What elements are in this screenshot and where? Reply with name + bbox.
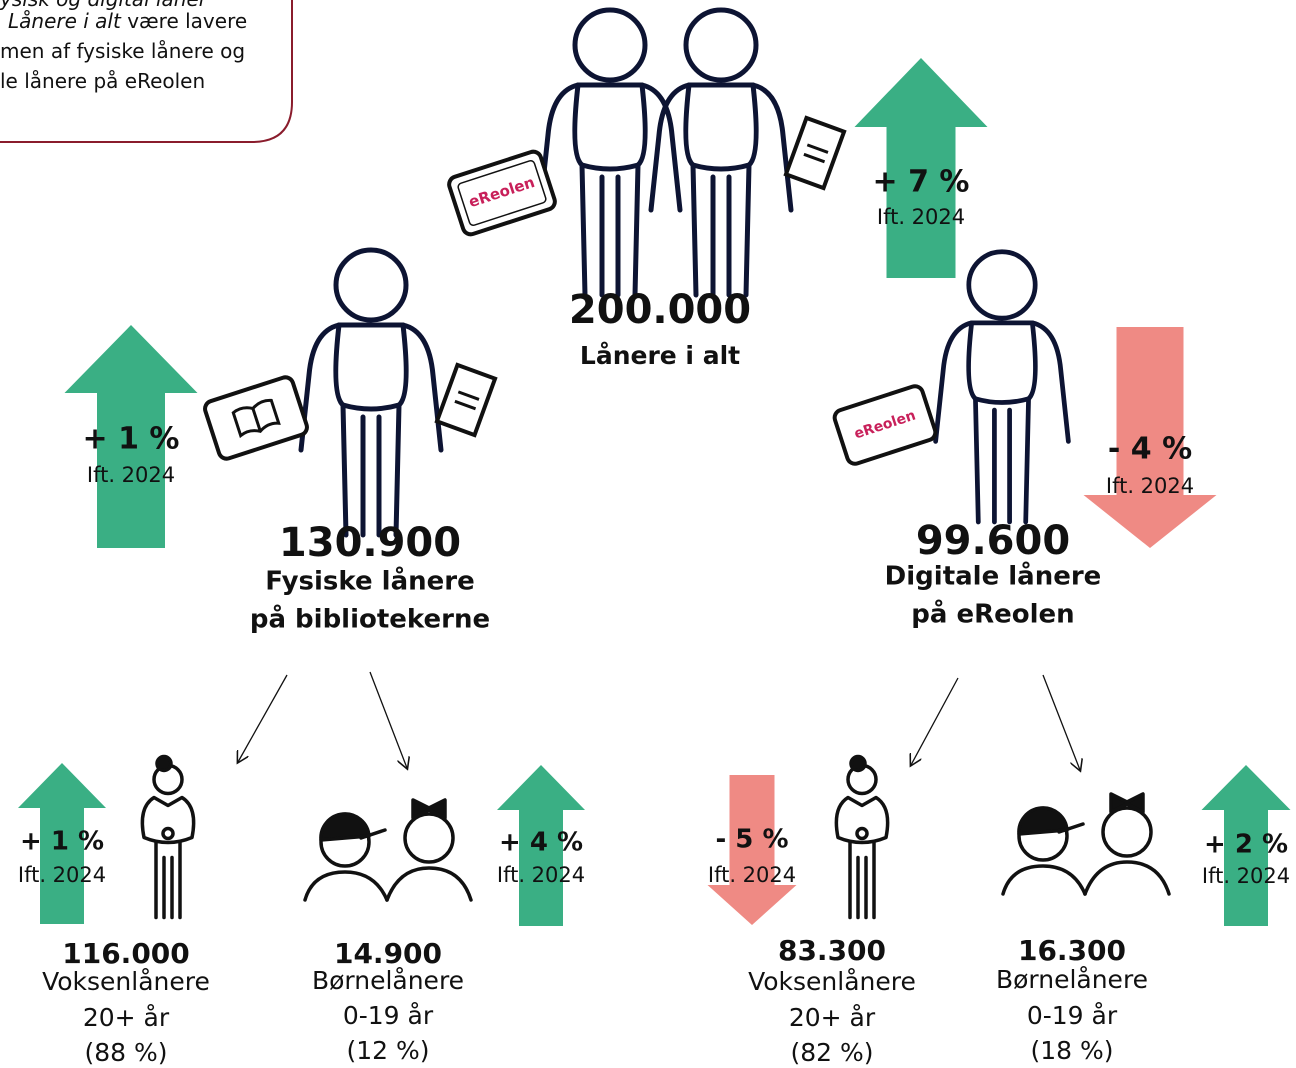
connector — [1042, 674, 1080, 770]
node-value: 130.900 — [279, 520, 461, 566]
book — [783, 115, 847, 191]
tablet: eReolen — [832, 384, 938, 466]
change-label: - 4 % — [1108, 432, 1192, 467]
small-figures — [140, 754, 1171, 920]
change-label: + 2 % — [1204, 830, 1288, 860]
labels: + 7 % Ift. 2024 200.000 Lånere i alt + 1 % If… — [18, 165, 1290, 1068]
note-line: Lånere i alt være lavere — [8, 9, 247, 33]
change-compare: Ift. 2024 — [708, 863, 796, 887]
node-label: Voksenlånere — [748, 967, 916, 996]
note-line: ysisk og digital låner — [0, 0, 209, 11]
change-compare: Ift. 2024 — [1202, 864, 1290, 888]
change-arrow — [497, 765, 585, 926]
change-compare: Ift. 2024 — [877, 205, 965, 229]
note-line: le lånere på eReolen — [0, 69, 205, 93]
change-arrow — [64, 325, 198, 548]
change-compare: Ift. 2024 — [497, 863, 585, 887]
node-label: 0-19 år — [343, 1001, 434, 1030]
node-label: Digitale lånere — [885, 560, 1102, 592]
node-value: 83.300 — [778, 934, 886, 967]
node-label: Voksenlånere — [42, 967, 210, 996]
note-box: ysisk og digital låner Lånere i alt være… — [0, 0, 293, 143]
node-label: (18 %) — [1030, 1036, 1113, 1065]
change-arrow — [18, 763, 106, 924]
node-value: 14.900 — [334, 937, 442, 970]
node-label: 20+ år — [83, 1003, 170, 1032]
node-label: Børnelånere — [312, 966, 464, 995]
connectors — [238, 671, 1080, 770]
arrows — [18, 58, 1291, 926]
tablet-book — [203, 375, 309, 461]
change-arrow — [854, 58, 988, 278]
change-label: - 5 % — [715, 825, 788, 855]
change-arrow — [1201, 765, 1291, 926]
connector — [238, 674, 288, 762]
node-label: på eReolen — [911, 598, 1074, 630]
node-label: Børnelånere — [996, 965, 1148, 994]
change-compare: Ift. 2024 — [1106, 474, 1194, 498]
change-label: + 1 % — [83, 422, 180, 457]
change-label: + 7 % — [873, 165, 970, 200]
node-value: 200.000 — [569, 287, 751, 333]
node-label: (12 %) — [346, 1036, 429, 1065]
tablet: eReolen — [447, 149, 557, 237]
node-label: (88 %) — [84, 1038, 167, 1067]
node-value: 99.600 — [916, 518, 1070, 564]
node-label: på bibliotekerne — [250, 603, 490, 635]
change-arrow — [707, 775, 797, 925]
node-value: 116.000 — [62, 937, 190, 970]
note-emph: Lånere i alt — [8, 9, 122, 33]
node-label: (82 %) — [790, 1038, 873, 1067]
node-label: 0-19 år — [1027, 1001, 1118, 1030]
connector — [369, 671, 407, 768]
node-label: 20+ år — [789, 1003, 876, 1032]
connector — [911, 677, 959, 765]
node-value: 16.300 — [1018, 934, 1126, 967]
change-label: + 4 % — [499, 828, 583, 858]
node-label: Fysiske lånere — [265, 565, 475, 597]
change-arrow — [1083, 327, 1217, 548]
book — [434, 362, 498, 438]
change-compare: Ift. 2024 — [18, 863, 106, 887]
note-line: men af fysiske lånere og — [0, 39, 245, 63]
change-compare: Ift. 2024 — [87, 463, 175, 487]
node-label: Lånere i alt — [580, 341, 740, 370]
change-label: + 1 % — [20, 827, 104, 857]
note-text: være lavere — [121, 9, 247, 33]
